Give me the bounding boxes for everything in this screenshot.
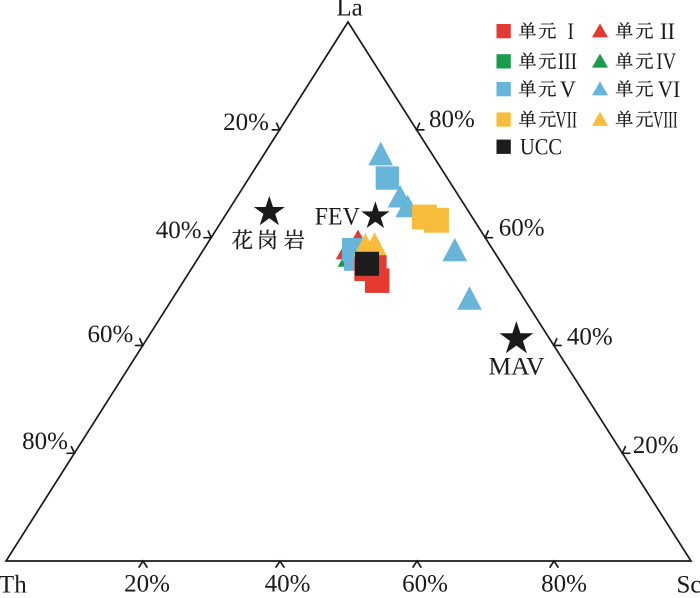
svg-text:Th: Th bbox=[0, 571, 27, 593]
svg-text:60%: 60% bbox=[499, 215, 545, 242]
svg-text:IV: IV bbox=[656, 49, 676, 74]
svg-text:40%: 40% bbox=[156, 217, 202, 244]
svg-text:60%: 60% bbox=[402, 570, 448, 593]
svg-text:MAV: MAV bbox=[489, 354, 545, 381]
svg-text:La: La bbox=[336, 0, 362, 21]
svg-text:V: V bbox=[560, 77, 576, 102]
svg-text:60%: 60% bbox=[87, 321, 133, 348]
svg-text:VI: VI bbox=[658, 77, 681, 102]
svg-text:FEV: FEV bbox=[315, 203, 360, 230]
svg-text:VIII: VIII bbox=[653, 107, 678, 132]
svg-text:20%: 20% bbox=[223, 109, 269, 136]
svg-text:40%: 40% bbox=[265, 570, 311, 593]
svg-text:40%: 40% bbox=[567, 323, 613, 350]
svg-text:VII: VII bbox=[556, 107, 578, 132]
svg-text:20%: 20% bbox=[124, 570, 170, 593]
svg-text:II: II bbox=[660, 19, 675, 44]
svg-text:80%: 80% bbox=[22, 428, 68, 455]
svg-text:80%: 80% bbox=[429, 106, 475, 133]
svg-text:Sc: Sc bbox=[677, 572, 700, 593]
svg-text:I: I bbox=[568, 19, 574, 44]
svg-text:UCC: UCC bbox=[520, 135, 562, 160]
svg-text:III: III bbox=[558, 49, 577, 74]
svg-text:20%: 20% bbox=[633, 432, 679, 459]
svg-text:80%: 80% bbox=[541, 570, 587, 593]
